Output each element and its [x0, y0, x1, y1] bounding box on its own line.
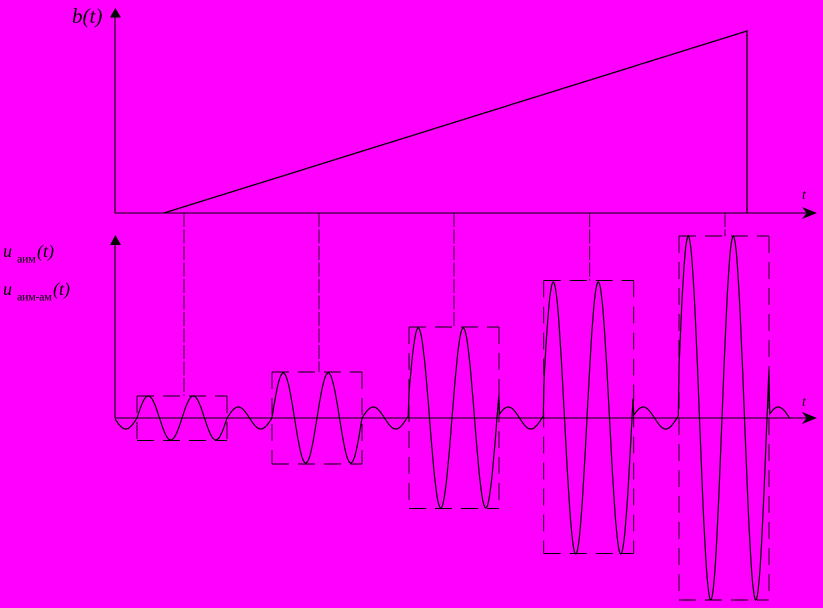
svg-text:(t): (t) — [53, 279, 70, 300]
svg-text:b(t): b(t) — [72, 4, 102, 28]
svg-text:u: u — [3, 241, 12, 261]
svg-text:аим: аим — [17, 252, 36, 266]
svg-text:u: u — [3, 279, 12, 299]
svg-text:(t): (t) — [37, 241, 54, 262]
svg-text:аим-ам: аим-ам — [17, 290, 52, 304]
